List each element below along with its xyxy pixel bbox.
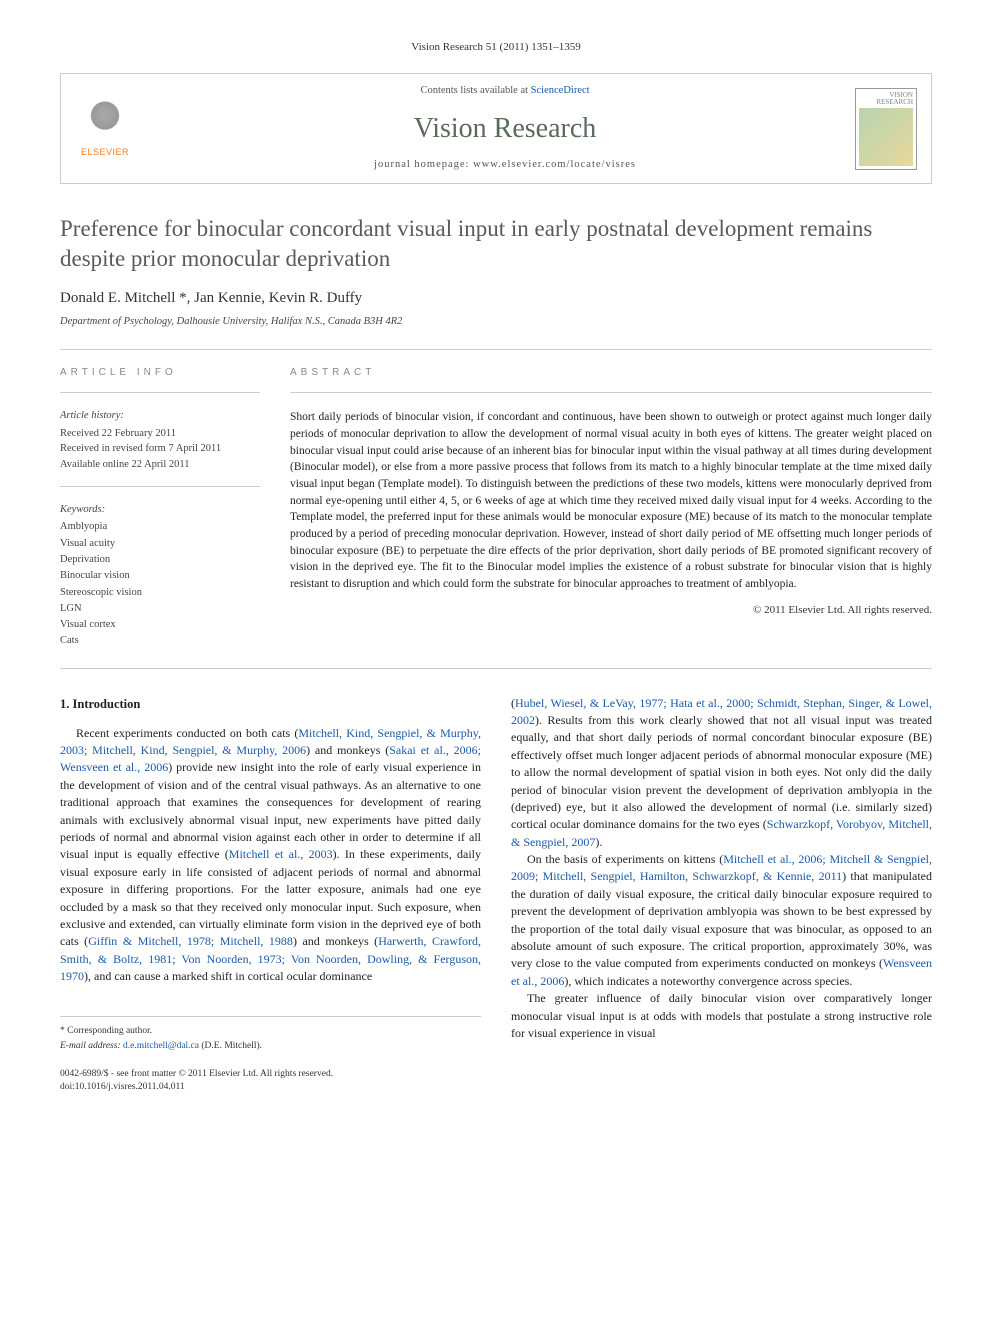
abstract-label: ABSTRACT bbox=[290, 366, 932, 380]
journal-name: Vision Research bbox=[155, 109, 855, 148]
header-center: Contents lists available at ScienceDirec… bbox=[155, 84, 855, 173]
abstract-text: Short daily periods of binocular vision,… bbox=[290, 409, 932, 592]
cover-image-icon bbox=[859, 108, 913, 166]
footer-meta: 0042-6989/$ - see front matter © 2011 El… bbox=[60, 1068, 481, 1095]
keyword: Amblyopia bbox=[60, 519, 260, 535]
history-line: Received 22 February 2011 bbox=[60, 426, 260, 441]
email-link[interactable]: d.e.mitchell@dal.ca bbox=[123, 1041, 199, 1051]
page: Vision Research 51 (2011) 1351–1359 ELSE… bbox=[0, 0, 992, 1135]
issn-line: 0042-6989/$ - see front matter © 2011 El… bbox=[60, 1068, 481, 1081]
email-suffix: (D.E. Mitchell). bbox=[199, 1041, 262, 1051]
history-line: Available online 22 April 2011 bbox=[60, 457, 260, 472]
homepage-line: journal homepage: www.elsevier.com/locat… bbox=[155, 158, 855, 173]
keyword: Binocular vision bbox=[60, 568, 260, 584]
keyword: Cats bbox=[60, 633, 260, 649]
doi-line: doi:10.1016/j.visres.2011.04.011 bbox=[60, 1081, 481, 1094]
corr-symbol: * bbox=[60, 1026, 65, 1036]
homepage-prefix: journal homepage: bbox=[374, 159, 473, 170]
contents-line: Contents lists available at ScienceDirec… bbox=[155, 84, 855, 99]
body-column-left: 1. Introduction Recent experiments condu… bbox=[60, 695, 481, 1095]
keywords-head: Keywords: bbox=[60, 503, 260, 518]
separator bbox=[60, 486, 260, 487]
elsevier-tree-icon bbox=[83, 98, 127, 142]
authors: Donald E. Mitchell *, Jan Kennie, Kevin … bbox=[60, 288, 932, 309]
email-line: E-mail address: d.e.mitchell@dal.ca (D.E… bbox=[60, 1040, 481, 1054]
keywords-list: Amblyopia Visual acuity Deprivation Bino… bbox=[60, 519, 260, 649]
article-history-head: Article history: bbox=[60, 409, 260, 424]
corresponding-author-block: * Corresponding author. E-mail address: … bbox=[60, 1016, 481, 1055]
journal-header-box: ELSEVIER Contents lists available at Sci… bbox=[60, 73, 932, 184]
sciencedirect-link[interactable]: ScienceDirect bbox=[531, 85, 590, 96]
journal-cover-thumbnail: VISION RESEARCH bbox=[855, 88, 917, 170]
affiliation: Department of Psychology, Dalhousie Univ… bbox=[60, 315, 932, 330]
article-info-label: ARTICLE INFO bbox=[60, 366, 260, 380]
publisher-label: ELSEVIER bbox=[81, 146, 129, 159]
email-label: E-mail address: bbox=[60, 1041, 123, 1051]
body-paragraph: On the basis of experiments on kittens (… bbox=[511, 851, 932, 990]
separator bbox=[290, 392, 932, 393]
section-heading: 1. Introduction bbox=[60, 695, 481, 713]
body-column-right: (Hubel, Wiesel, & LeVay, 1977; Hata et a… bbox=[511, 695, 932, 1095]
corresponding-author: * Corresponding author. bbox=[60, 1025, 481, 1039]
citation-link[interactable]: Giffin & Mitchell, 1978; Mitchell, 1988 bbox=[88, 934, 293, 948]
history-line: Received in revised form 7 April 2011 bbox=[60, 441, 260, 456]
separator bbox=[60, 668, 932, 669]
homepage-url: www.elsevier.com/locate/visres bbox=[473, 159, 636, 170]
keyword: Visual acuity bbox=[60, 536, 260, 552]
elsevier-logo: ELSEVIER bbox=[75, 94, 135, 164]
keyword: Visual cortex bbox=[60, 617, 260, 633]
copyright-line: © 2011 Elsevier Ltd. All rights reserved… bbox=[290, 603, 932, 618]
cover-title: VISION RESEARCH bbox=[859, 92, 913, 106]
keyword: Deprivation bbox=[60, 552, 260, 568]
contents-prefix: Contents lists available at bbox=[420, 85, 530, 96]
body-columns: 1. Introduction Recent experiments condu… bbox=[60, 695, 932, 1095]
body-paragraph: The greater influence of daily binocular… bbox=[511, 990, 932, 1042]
authors-text: Donald E. Mitchell *, Jan Kennie, Kevin … bbox=[60, 290, 362, 306]
keyword: LGN bbox=[60, 601, 260, 617]
separator bbox=[60, 392, 260, 393]
citation-link[interactable]: Mitchell et al., 2003 bbox=[229, 847, 333, 861]
info-abstract-row: ARTICLE INFO Article history: Received 2… bbox=[60, 366, 932, 649]
abstract-column: ABSTRACT Short daily periods of binocula… bbox=[290, 366, 932, 649]
corr-text: Corresponding author. bbox=[67, 1026, 152, 1036]
article-title: Preference for binocular concordant visu… bbox=[60, 214, 932, 274]
body-paragraph: Recent experiments conducted on both cat… bbox=[60, 725, 481, 986]
body-paragraph: (Hubel, Wiesel, & LeVay, 1977; Hata et a… bbox=[511, 695, 932, 852]
separator bbox=[60, 349, 932, 350]
keyword: Stereoscopic vision bbox=[60, 585, 260, 601]
citation-line: Vision Research 51 (2011) 1351–1359 bbox=[60, 40, 932, 55]
article-info-column: ARTICLE INFO Article history: Received 2… bbox=[60, 366, 260, 649]
